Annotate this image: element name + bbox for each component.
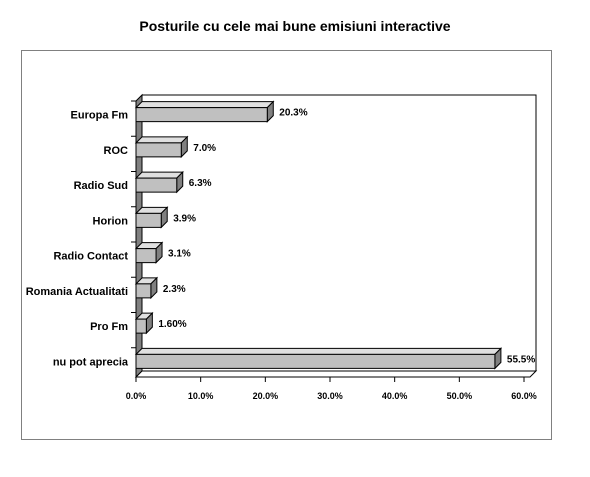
data-label: 55.5% (507, 354, 535, 365)
x-tick-label: 0.0% (126, 391, 147, 401)
bar (135, 177, 178, 193)
bar-top (134, 347, 503, 355)
bar (135, 353, 496, 369)
category-label: Pro Fm (90, 321, 128, 333)
category-label: nu pot aprecia (53, 356, 129, 368)
floor (134, 370, 538, 378)
data-label: 3.1% (168, 249, 191, 260)
x-tick-label: 10.0% (188, 391, 214, 401)
bar (135, 283, 152, 299)
bar-top (134, 101, 275, 109)
x-tick-label: 50.0% (447, 391, 473, 401)
data-label: 20.3% (279, 108, 307, 119)
x-tick-label: 40.0% (382, 391, 408, 401)
x-tick-label: 20.0% (253, 391, 279, 401)
data-label: 2.3% (163, 284, 186, 295)
data-label: 6.3% (189, 178, 212, 189)
bar-top (134, 171, 184, 179)
category-label: Radio Sud (74, 180, 128, 192)
chart-title: Posturile cu cele mai bune emisiuni inte… (139, 18, 451, 34)
category-label: Europa Fm (71, 110, 129, 122)
bar (135, 212, 162, 228)
bar (135, 142, 182, 158)
data-label: 1.60% (158, 319, 186, 330)
x-tick-label: 30.0% (317, 391, 343, 401)
category-label: Radio Contact (53, 251, 128, 263)
category-label: Horion (93, 215, 129, 227)
data-label: 3.9% (173, 213, 196, 224)
category-label: ROC (104, 145, 129, 157)
bar (135, 318, 147, 334)
bar-top (134, 136, 189, 144)
category-label: Romania Actualitati (26, 286, 128, 298)
x-tick-label: 60.0% (511, 391, 537, 401)
back-wall-outline (142, 94, 537, 371)
bar (135, 107, 268, 123)
bar (135, 248, 157, 264)
data-label: 7.0% (193, 143, 216, 154)
